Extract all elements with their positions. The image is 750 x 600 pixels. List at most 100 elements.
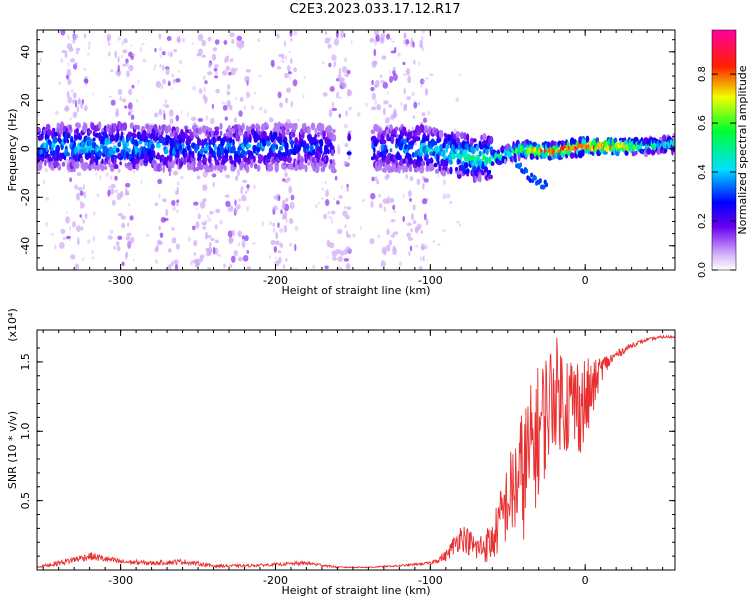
noise-speck [225,66,231,71]
ridge-cell [294,122,298,130]
colorbar-tick-label: 0.0 [697,262,708,278]
noise-speck [246,266,252,270]
ridge-cell [332,129,336,134]
noise-speck [202,226,206,230]
noise-speck [371,79,374,86]
noise-speck [83,105,88,112]
ridge-cell [96,164,100,172]
noise-speck [374,99,377,106]
noise-speck [116,246,121,252]
noise-speck [60,58,64,63]
ridge-cell [164,148,169,154]
ridge-cell [435,145,439,153]
noise-speck [290,100,293,108]
noise-speck [67,62,70,67]
noise-speck [344,73,350,78]
ridge-cell [193,166,196,173]
ridge-cell [483,166,489,173]
ridge-cell [132,133,137,139]
noise-speck [154,259,158,265]
noise-speck [337,256,343,263]
noise-speck [261,220,265,227]
noise-speck [341,66,348,74]
noise-speck [114,50,117,59]
ridge-cell [286,156,292,163]
ridge-cell [232,138,235,147]
noise-speck [370,86,375,92]
noise-speck [338,67,342,76]
ridge-cell [176,127,180,134]
noise-speck [333,197,336,201]
noise-speck [107,189,111,197]
snr-frame [36,329,676,571]
branch-cell [533,175,537,181]
noise-speck [400,102,403,106]
ridge-cell [389,124,393,131]
ridge-cell [46,129,53,137]
noise-speck [391,40,395,43]
ridge-cell [635,150,638,155]
ridge-cell [420,160,426,167]
noise-speck [269,116,272,121]
noise-speck [176,186,179,194]
ridge-cell [425,165,429,172]
snr-marks [37,334,675,569]
noise-speck [204,80,208,85]
noise-speck [393,108,397,116]
ridge-cell [214,126,220,131]
noise-speck [106,33,112,41]
noise-speck [280,60,285,63]
ridge-cell [483,148,486,154]
noise-speck [165,68,170,76]
noise-speck [157,239,162,245]
ridge-cell [321,123,325,132]
noise-speck [285,55,288,61]
noise-speck [251,242,256,245]
noise-speck [302,94,305,99]
noise-speck [449,200,453,205]
noise-speck [390,234,395,238]
noise-speck [108,51,111,57]
noise-speck [161,51,166,56]
ridge-cell [164,125,169,134]
ridge-cell [246,137,249,144]
ridge-cell [459,131,465,140]
ridge-cell [430,138,436,147]
ridge-cell [376,150,381,160]
noise-speck [231,229,236,237]
noise-speck [328,216,332,219]
ridge-cell [305,143,310,150]
noise-speck [197,117,204,122]
ridge-cell [419,165,425,174]
x-tick-label: -200 [263,574,288,587]
noise-speck [425,218,429,226]
noise-speck [286,218,288,224]
ridge-cell [54,160,59,168]
ridge-cell [273,131,278,140]
noise-speck [79,190,84,196]
noise-speck [167,248,172,253]
ridge-cell [478,172,482,180]
noise-speck [169,109,174,117]
ridge-cell [135,163,140,171]
ridge-cell [455,131,461,138]
noise-speck [227,207,229,212]
noise-speck [60,30,66,36]
noise-speck [198,88,203,94]
noise-speck [339,96,342,99]
noise-speck [389,75,393,84]
noise-speck [455,97,460,103]
noise-speck [154,64,157,67]
ridge-cell [161,130,164,136]
ridge-cell [310,122,316,131]
ridge-cell [211,164,214,172]
noise-speck [116,192,122,201]
noise-speck [399,261,403,267]
noise-speck [348,106,352,111]
noise-speck [193,201,199,206]
noise-speck [153,66,156,71]
ridge-cell [204,160,207,166]
colorbar-tick-label: 0.6 [697,115,708,131]
noise-speck [176,181,180,186]
noise-speck [442,179,447,185]
